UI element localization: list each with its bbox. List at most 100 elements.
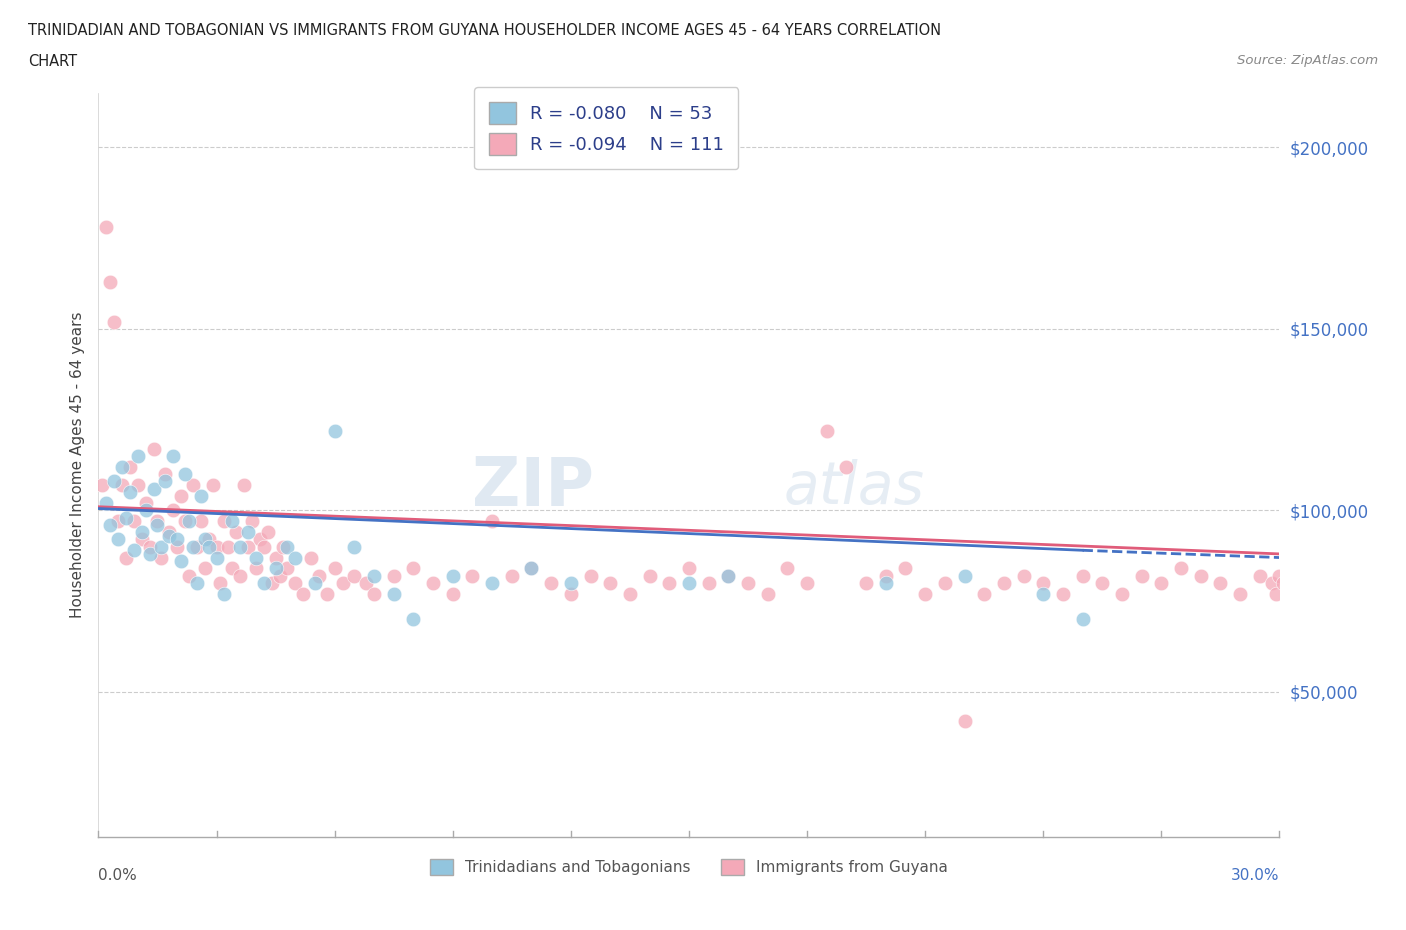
Point: [150, 551, 173, 565]
Point: [221, 513, 243, 528]
Point: [1264, 587, 1286, 602]
Point: [299, 551, 322, 565]
Point: [619, 587, 641, 602]
Text: 0.0%: 0.0%: [98, 868, 138, 883]
Point: [96, 496, 118, 511]
Point: [1209, 576, 1232, 591]
Point: [678, 561, 700, 576]
Point: [197, 532, 219, 547]
Point: [481, 513, 503, 528]
Point: [229, 568, 252, 583]
Point: [402, 561, 425, 576]
Point: [382, 587, 405, 602]
Point: [343, 539, 366, 554]
Point: [1032, 576, 1054, 591]
Point: [240, 513, 263, 528]
Point: [269, 568, 291, 583]
Point: [953, 713, 976, 728]
Point: [118, 459, 141, 474]
Point: [323, 423, 346, 438]
Point: [276, 539, 298, 554]
Point: [170, 488, 193, 503]
Point: [1260, 576, 1282, 591]
Text: CHART: CHART: [28, 54, 77, 69]
Point: [1111, 587, 1133, 602]
Point: [155, 474, 177, 489]
Point: [166, 532, 188, 547]
Point: [292, 587, 315, 602]
Point: [273, 539, 295, 554]
Point: [264, 551, 287, 565]
Point: [756, 587, 779, 602]
Point: [260, 576, 283, 591]
Point: [323, 561, 346, 576]
Point: [103, 314, 125, 329]
Point: [717, 568, 740, 583]
Point: [205, 539, 228, 554]
Point: [107, 513, 129, 528]
Point: [540, 576, 562, 591]
Point: [1130, 568, 1153, 583]
Point: [98, 517, 121, 532]
Point: [343, 568, 366, 583]
Point: [953, 568, 976, 583]
Point: [304, 576, 326, 591]
Point: [229, 539, 252, 554]
Point: [177, 513, 200, 528]
Point: [209, 576, 232, 591]
Point: [1032, 587, 1054, 602]
Point: [157, 528, 180, 543]
Point: [174, 513, 197, 528]
Point: [1268, 568, 1291, 583]
Point: [236, 525, 259, 539]
Point: [249, 532, 271, 547]
Point: [190, 488, 212, 503]
Point: [315, 587, 337, 602]
Point: [855, 576, 877, 591]
Point: [875, 576, 897, 591]
Point: [122, 513, 145, 528]
Point: [111, 477, 134, 492]
Point: [245, 561, 267, 576]
Point: [170, 553, 193, 568]
Point: [174, 467, 197, 482]
Point: [181, 477, 204, 492]
Point: [520, 561, 543, 576]
Point: [332, 576, 354, 591]
Point: [914, 587, 936, 602]
Point: [214, 587, 236, 602]
Point: [135, 503, 157, 518]
Point: [875, 568, 897, 583]
Point: [91, 477, 114, 492]
Point: [186, 539, 208, 554]
Point: [131, 525, 153, 539]
Point: [638, 568, 661, 583]
Point: [1272, 576, 1295, 591]
Point: [225, 525, 247, 539]
Point: [1170, 561, 1192, 576]
Point: [135, 496, 157, 511]
Point: [1052, 587, 1074, 602]
Point: [402, 612, 425, 627]
Point: [162, 448, 184, 463]
Point: [717, 568, 740, 583]
Point: [697, 576, 720, 591]
Point: [308, 568, 330, 583]
Text: 30.0%: 30.0%: [1232, 868, 1279, 883]
Point: [835, 459, 858, 474]
Point: [181, 539, 204, 554]
Point: [217, 539, 239, 554]
Point: [103, 474, 125, 489]
Point: [127, 448, 149, 463]
Text: ZIP: ZIP: [472, 455, 595, 520]
Text: TRINIDADIAN AND TOBAGONIAN VS IMMIGRANTS FROM GUYANA HOUSEHOLDER INCOME AGES 45 : TRINIDADIAN AND TOBAGONIAN VS IMMIGRANTS…: [28, 23, 941, 38]
Point: [382, 568, 405, 583]
Point: [354, 576, 377, 591]
Point: [815, 423, 838, 438]
Point: [162, 503, 184, 518]
Text: atlas: atlas: [783, 458, 924, 516]
Point: [155, 467, 177, 482]
Point: [190, 513, 212, 528]
Point: [131, 532, 153, 547]
Point: [111, 459, 134, 474]
